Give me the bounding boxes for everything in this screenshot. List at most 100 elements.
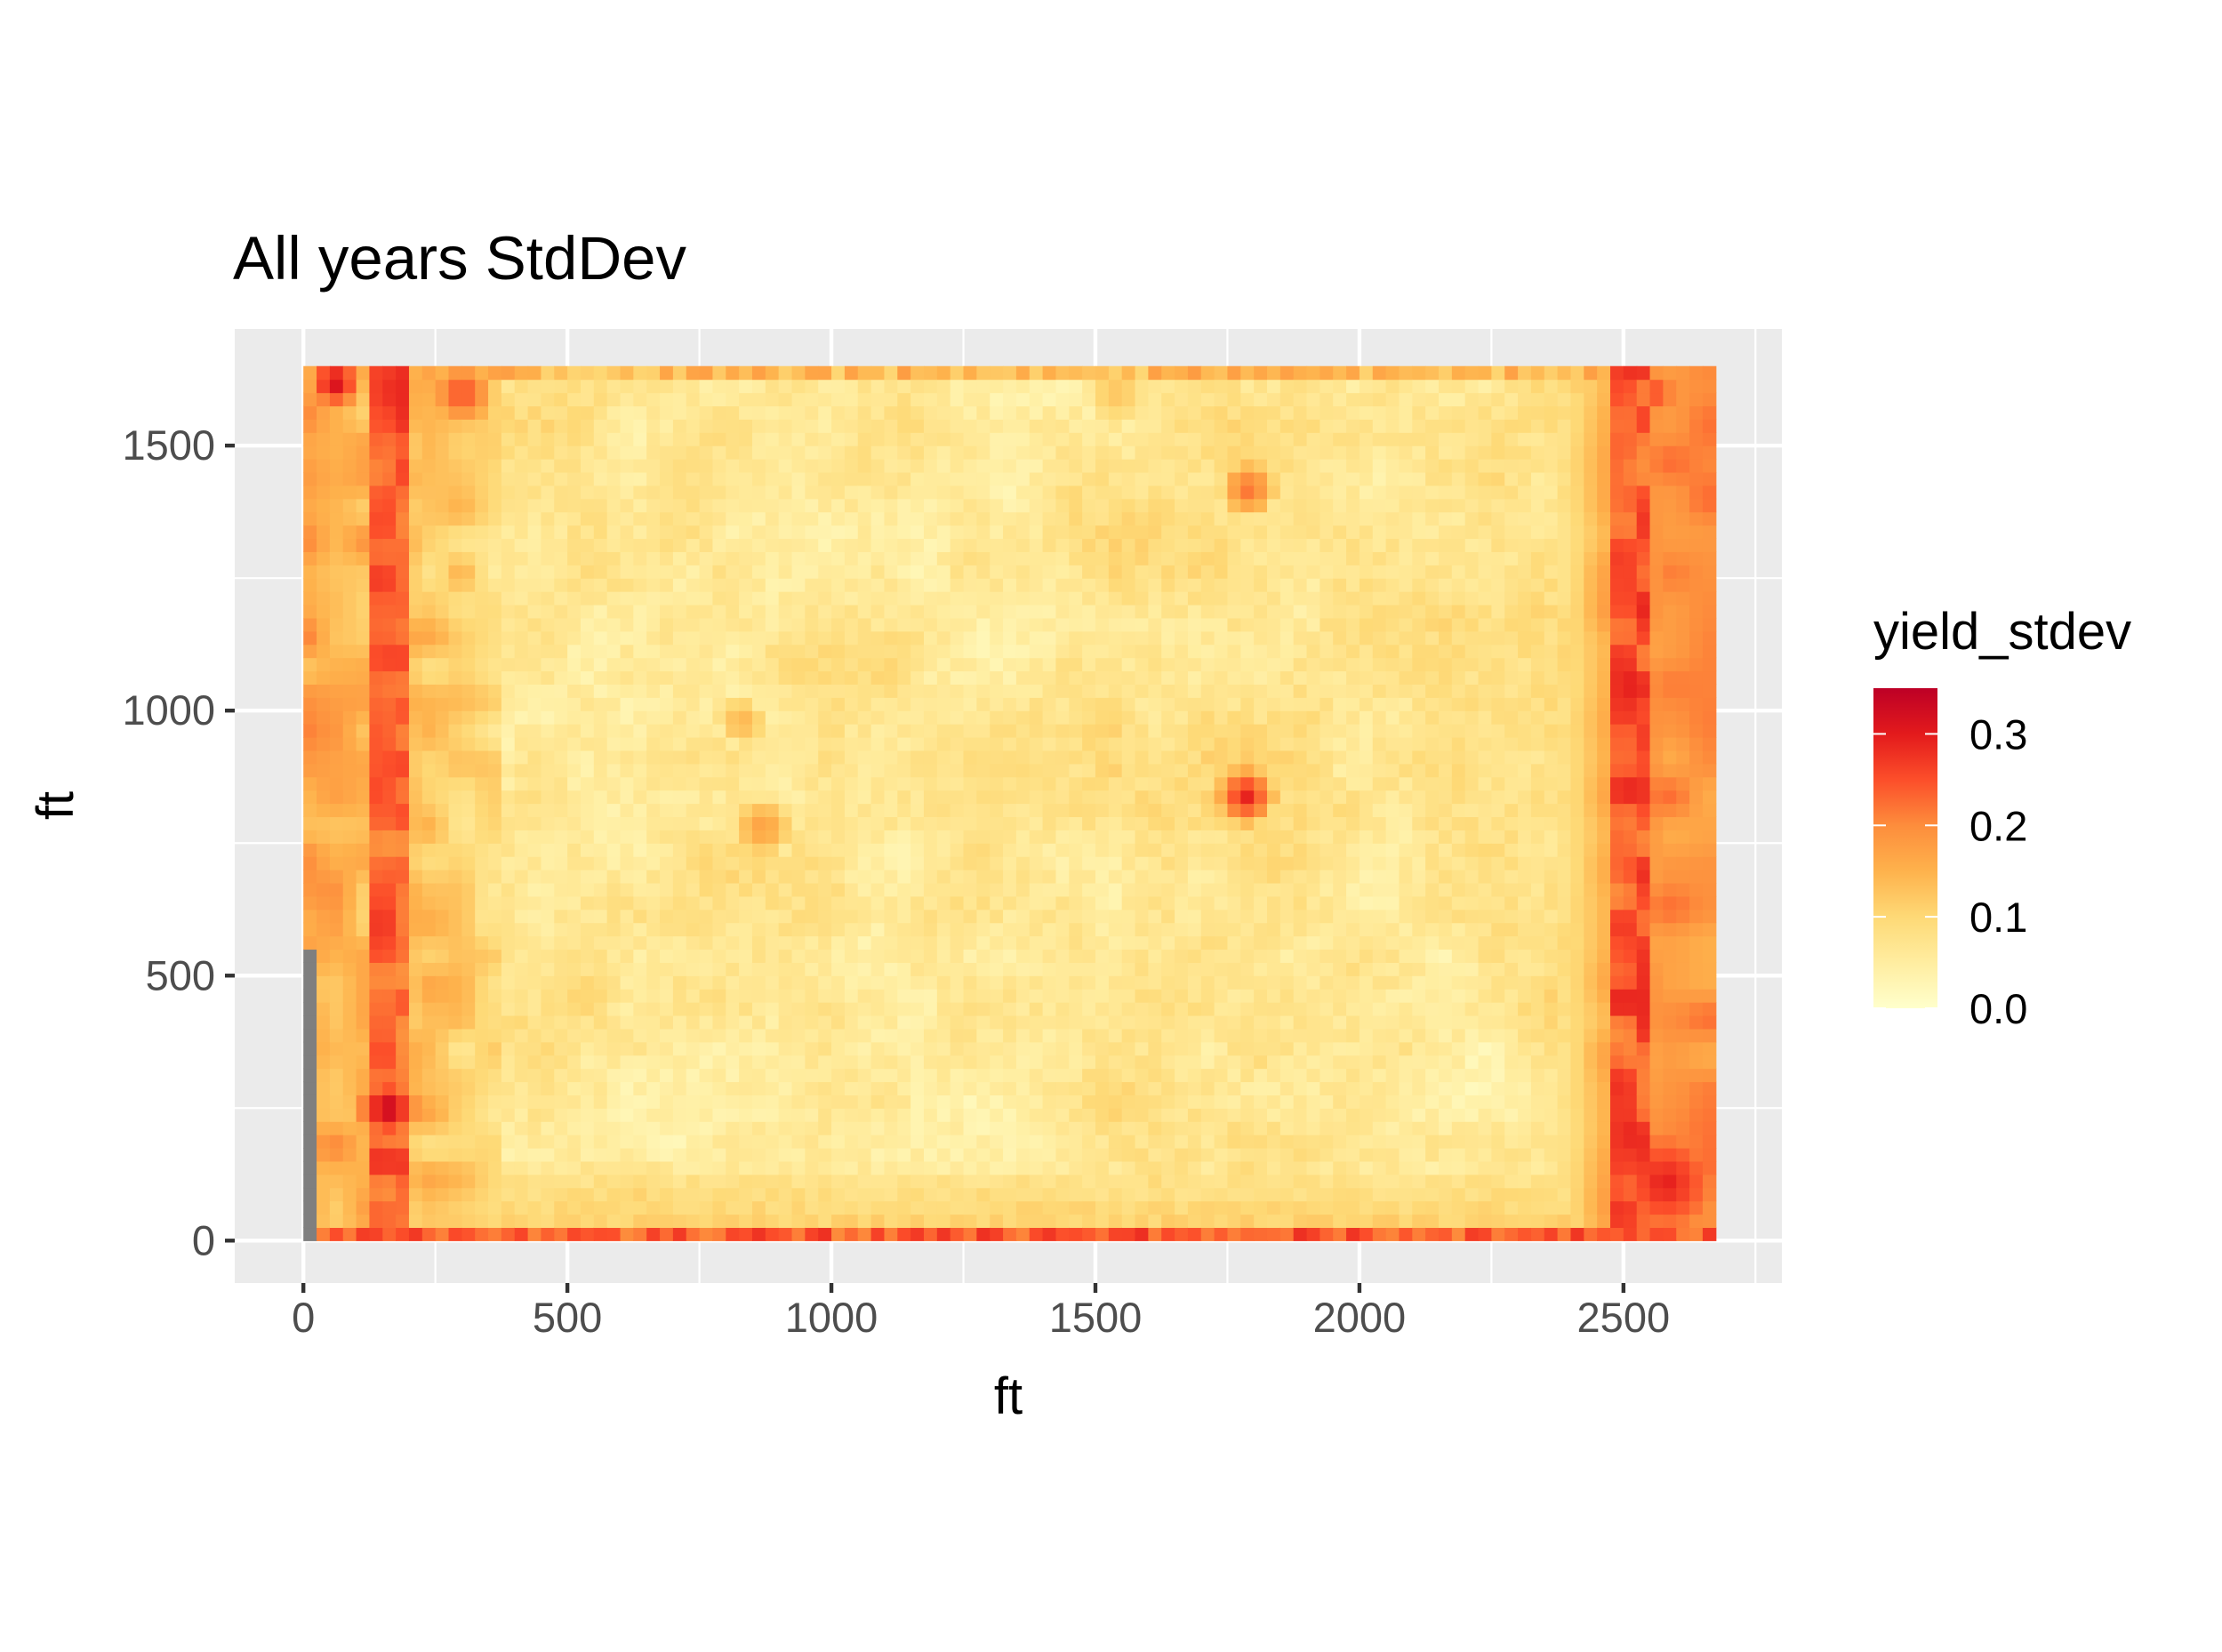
heatmap-cell bbox=[897, 684, 911, 698]
heatmap-cell bbox=[751, 816, 766, 830]
heatmap-cell bbox=[805, 737, 819, 751]
heatmap-cell bbox=[936, 419, 951, 433]
heatmap-cell bbox=[857, 870, 872, 884]
heatmap-cell bbox=[1214, 1187, 1229, 1202]
heatmap-cell bbox=[303, 737, 317, 751]
heatmap-cell bbox=[1135, 882, 1149, 897]
heatmap-cell bbox=[567, 737, 582, 751]
heatmap-cell bbox=[1240, 1002, 1255, 1016]
heatmap-cell bbox=[963, 565, 977, 579]
heatmap-cell bbox=[580, 1174, 595, 1189]
heatmap-cell bbox=[1042, 1200, 1057, 1215]
heatmap-cell bbox=[963, 459, 977, 473]
heatmap-cell bbox=[897, 776, 911, 791]
heatmap-cell bbox=[303, 895, 317, 910]
heatmap-cell bbox=[633, 538, 647, 552]
heatmap-cell bbox=[923, 989, 938, 1003]
heatmap-cell bbox=[382, 1014, 397, 1030]
heatmap-cell bbox=[1135, 737, 1149, 751]
heatmap-cell bbox=[1055, 895, 1070, 910]
heatmap-cell bbox=[1148, 1055, 1162, 1070]
heatmap-cell bbox=[1069, 1135, 1083, 1149]
heatmap-cell bbox=[593, 1147, 608, 1162]
heatmap-cell bbox=[633, 1028, 647, 1043]
heatmap-cell bbox=[606, 803, 622, 818]
heatmap-cell bbox=[712, 830, 726, 844]
heatmap-cell bbox=[356, 684, 371, 698]
heatmap-cell bbox=[541, 670, 555, 685]
heatmap-cell bbox=[514, 1227, 529, 1241]
heatmap-cell bbox=[1240, 471, 1255, 486]
heatmap-cell bbox=[672, 922, 687, 937]
heatmap-cell bbox=[739, 856, 753, 870]
heatmap-cell bbox=[1240, 737, 1255, 751]
heatmap-cell bbox=[1214, 445, 1229, 460]
heatmap-cell bbox=[620, 1002, 634, 1016]
heatmap-cell bbox=[739, 790, 753, 805]
heatmap-cell bbox=[910, 538, 925, 552]
heatmap-cell bbox=[1135, 1014, 1149, 1030]
heatmap-cell bbox=[765, 604, 780, 619]
heatmap-cell bbox=[633, 604, 647, 619]
heatmap-cell bbox=[857, 1227, 872, 1241]
heatmap-cell bbox=[408, 935, 423, 950]
heatmap-cell bbox=[1003, 485, 1017, 500]
heatmap-cell bbox=[976, 1160, 991, 1175]
heatmap-cell bbox=[461, 670, 476, 685]
heatmap-cell bbox=[1029, 1014, 1044, 1030]
heatmap-cell bbox=[818, 670, 832, 685]
heatmap-cell bbox=[475, 724, 489, 738]
heatmap-cell bbox=[1055, 617, 1070, 632]
heatmap-cell bbox=[317, 830, 331, 844]
heatmap-cell bbox=[1214, 750, 1229, 765]
heatmap-cell bbox=[739, 1147, 753, 1162]
heatmap-cell bbox=[751, 445, 766, 460]
heatmap-cell bbox=[435, 989, 450, 1003]
heatmap-cell bbox=[950, 750, 965, 765]
heatmap-cell bbox=[844, 551, 859, 565]
heatmap-cell bbox=[329, 617, 344, 632]
heatmap-cell bbox=[1003, 551, 1017, 565]
heatmap-cell bbox=[1003, 617, 1017, 632]
heatmap-cell bbox=[646, 1121, 661, 1135]
heatmap-cell bbox=[950, 591, 965, 605]
heatmap-cell bbox=[712, 617, 726, 632]
heatmap-cell bbox=[910, 895, 925, 910]
heatmap-cell bbox=[382, 843, 397, 857]
heatmap-cell bbox=[317, 1187, 331, 1202]
heatmap-cell bbox=[1108, 684, 1123, 698]
heatmap-cell bbox=[805, 882, 819, 897]
heatmap-cell bbox=[1175, 1081, 1189, 1095]
heatmap-cell bbox=[699, 763, 714, 778]
heatmap-cell bbox=[369, 697, 383, 711]
heatmap-cell bbox=[1135, 432, 1149, 446]
heatmap-cell bbox=[382, 485, 397, 500]
heatmap-cell bbox=[1029, 511, 1044, 526]
heatmap-cell bbox=[884, 724, 898, 738]
heatmap-cell bbox=[514, 644, 529, 659]
heatmap-cell bbox=[1003, 803, 1017, 818]
heatmap-cell bbox=[342, 392, 357, 407]
heatmap-cell bbox=[910, 1055, 925, 1070]
heatmap-cell bbox=[1042, 1147, 1057, 1162]
heatmap-cell bbox=[1254, 684, 1268, 698]
heatmap-cell bbox=[1108, 710, 1123, 725]
heatmap-cell bbox=[356, 763, 371, 778]
heatmap-cell bbox=[580, 1214, 595, 1229]
heatmap-cell bbox=[1266, 724, 1281, 738]
heatmap-cell bbox=[990, 1108, 1004, 1122]
heatmap-cell bbox=[936, 1187, 951, 1202]
heatmap-cell bbox=[501, 790, 516, 805]
heatmap-cell bbox=[660, 617, 674, 632]
heatmap-cell bbox=[884, 644, 898, 659]
heatmap-cell bbox=[1095, 578, 1110, 592]
heatmap-cell bbox=[620, 405, 634, 420]
heatmap-cell bbox=[739, 617, 753, 632]
heatmap-cell bbox=[1029, 657, 1044, 672]
heatmap-cell bbox=[950, 459, 965, 473]
heatmap-cell bbox=[356, 1227, 371, 1241]
heatmap-cell bbox=[501, 1227, 516, 1241]
heatmap-cell bbox=[317, 485, 331, 500]
heatmap-cell bbox=[818, 657, 832, 672]
heatmap-cell bbox=[672, 684, 687, 698]
